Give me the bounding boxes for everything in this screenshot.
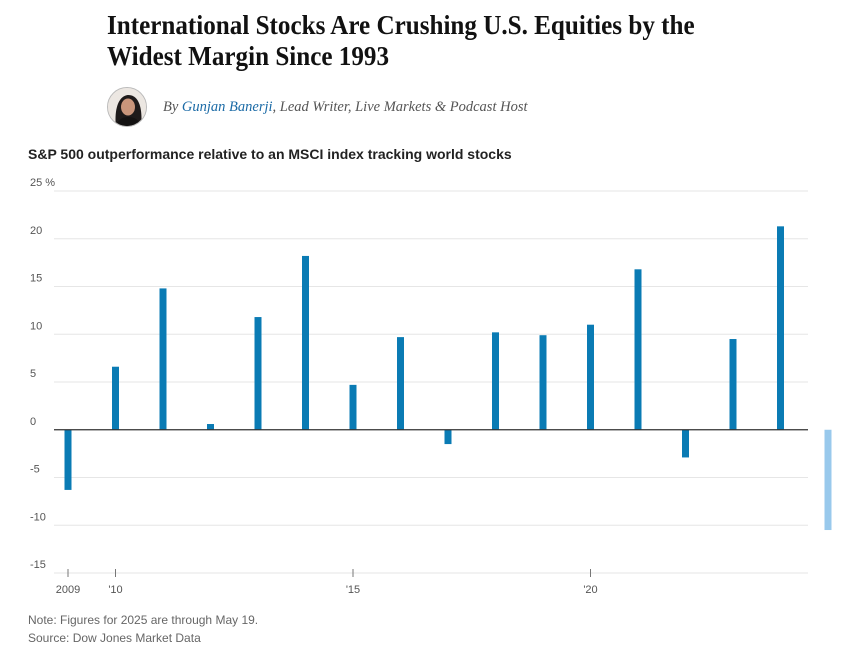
bar-2012 xyxy=(207,424,214,430)
bar-2014 xyxy=(302,255,309,430)
y-tick-label: -15 xyxy=(30,559,46,571)
y-tick-label: 5 xyxy=(30,368,36,380)
chart-title: S&P 500 outperformance relative to an MS… xyxy=(28,146,512,162)
y-tick-label: 15 xyxy=(30,273,42,285)
bar-2022 xyxy=(682,429,689,458)
y-tick-label: 10 xyxy=(30,320,42,332)
bar-2009 xyxy=(64,429,72,490)
bar-2019 xyxy=(539,335,547,430)
bar-2018 xyxy=(492,332,499,430)
bar-chart: -15 -10 -5 0 5 10 15 20 25 % 2009 '10 '15 '20 xyxy=(30,177,832,596)
bar-2015 xyxy=(349,384,357,430)
x-tick-label: '15 xyxy=(346,584,360,596)
bar-2017 xyxy=(444,429,452,445)
headline: International Stocks Are Crushing U.S. E… xyxy=(107,10,695,71)
author-avatar[interactable] xyxy=(107,87,147,127)
chart-note: Note: Figures for 2025 are through May 1… xyxy=(28,613,259,627)
y-tick-label: 25 % xyxy=(30,177,55,189)
y-tick-label: 20 xyxy=(30,225,42,237)
bar-2010 xyxy=(112,366,119,430)
x-tick-label: '10 xyxy=(108,584,122,596)
bar-2021 xyxy=(634,269,642,430)
chart-footer: Note: Figures for 2025 are through May 1… xyxy=(28,611,258,647)
byline: By Gunjan Banerji, Lead Writer, Live Mar… xyxy=(163,99,528,116)
bar-2011 xyxy=(159,288,167,430)
author-link[interactable]: Gunjan Banerji xyxy=(181,98,273,115)
chart-source: Source: Dow Jones Market Data xyxy=(28,631,201,645)
bar-2013 xyxy=(254,317,262,430)
y-tick-label: -10 xyxy=(30,511,46,523)
author-photo-icon xyxy=(108,88,146,126)
bar-2024 xyxy=(777,226,784,430)
author-role: , Lead Writer, Live Markets & Podcast Ho… xyxy=(272,98,528,115)
y-tick-label: 0 xyxy=(30,416,36,428)
y-tick-label: -5 xyxy=(30,464,40,476)
byline-prefix: By xyxy=(163,98,182,115)
x-tick-label: '20 xyxy=(583,584,597,596)
x-tick-label: 2009 xyxy=(56,584,80,596)
bar-2016 xyxy=(397,337,404,430)
bar-2023 xyxy=(729,339,737,430)
bar-2025 xyxy=(824,429,832,531)
byline-row: By Gunjan Banerji, Lead Writer, Live Mar… xyxy=(107,86,528,128)
bar-2020 xyxy=(587,324,594,430)
